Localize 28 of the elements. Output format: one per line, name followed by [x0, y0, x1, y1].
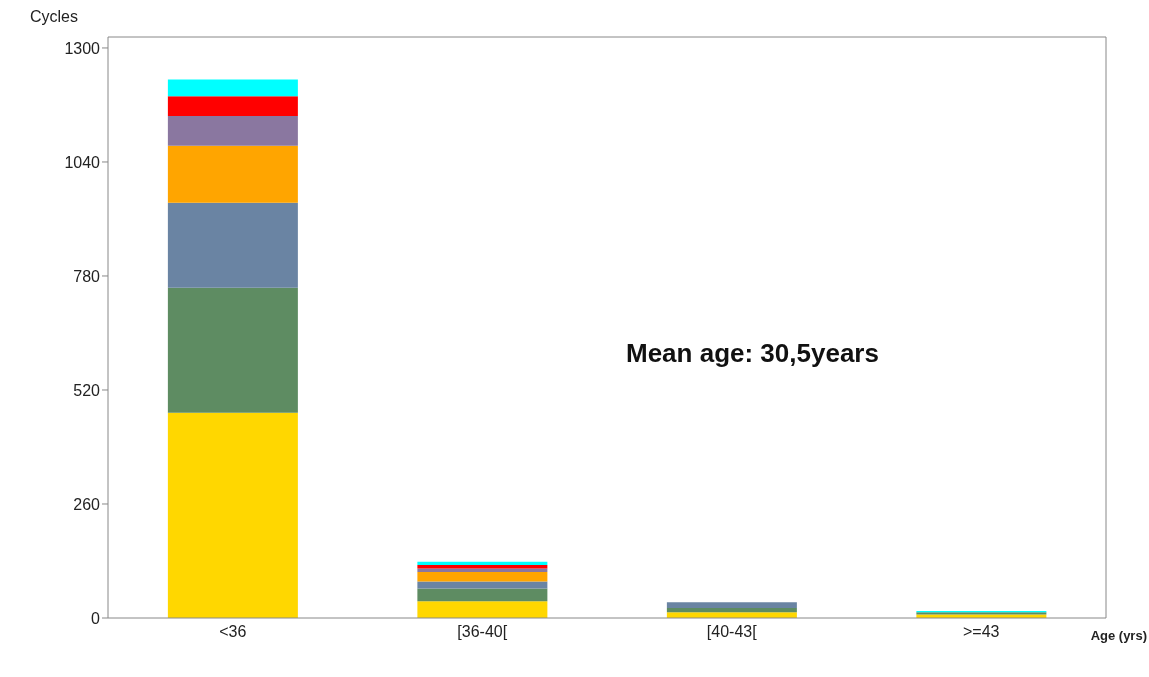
bar	[167, 79, 298, 97]
bar	[167, 145, 298, 203]
x-axis-title: Age (yrs)	[1090, 628, 1147, 643]
y-tick-label: 520	[73, 381, 101, 399]
bar	[417, 601, 548, 618]
x-tick-label: [40-43[	[706, 623, 758, 641]
bar	[167, 115, 298, 146]
annotation: Mean age: 30,5years	[626, 338, 879, 369]
y-tick-label: 780	[73, 267, 101, 285]
bar	[417, 588, 548, 602]
bar	[167, 287, 298, 413]
y-axis-title: Cycles	[30, 8, 79, 26]
x-tick-label: >=43	[963, 623, 1000, 641]
y-tick-label: 260	[73, 495, 101, 513]
bar	[417, 561, 548, 565]
bar	[417, 571, 548, 582]
bar	[417, 568, 548, 572]
y-tick-label: 1300	[64, 39, 101, 57]
bar	[666, 602, 797, 608]
bar	[167, 412, 298, 618]
x-tick-label: [36-40[	[457, 623, 508, 641]
y-tick-label: 0	[91, 609, 101, 627]
bar	[417, 581, 548, 589]
bar	[167, 202, 298, 288]
bar	[666, 607, 797, 613]
y-tick-label: 1040	[64, 153, 101, 171]
x-tick-label: <36	[219, 623, 247, 641]
bar	[167, 96, 298, 116]
